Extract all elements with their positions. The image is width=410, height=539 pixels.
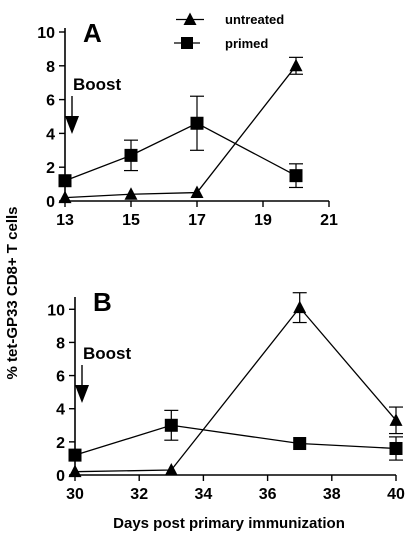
boost-arrow-head	[65, 116, 79, 134]
data-point-untreated	[289, 58, 303, 72]
y-tick-label: 2	[46, 160, 55, 177]
y-tick-label: 6	[46, 93, 55, 110]
x-tick-label: 34	[195, 486, 213, 503]
series-line-untreated	[64, 65, 297, 199]
data-point-primed	[289, 169, 303, 183]
legend: untreated primed	[174, 12, 284, 51]
data-point-untreated	[293, 300, 307, 314]
x-tick-label: 21	[320, 212, 338, 229]
boost-annotation: Boost	[73, 75, 122, 94]
y-tick-label: 8	[56, 335, 65, 352]
data-point-untreated	[190, 185, 204, 199]
y-tick-label: 4	[56, 402, 65, 419]
panel-b: 0 2 4 6 8 10 30 32 34 36 38 40 B Boost	[47, 287, 405, 503]
x-tick-label: 36	[259, 486, 277, 503]
panel-label: B	[93, 287, 112, 317]
series-line-primed	[64, 122, 297, 182]
y-tick-label: 10	[37, 25, 55, 42]
data-point-untreated	[389, 413, 403, 426]
x-tick-label: 30	[66, 486, 84, 503]
y-axis-title: % tet-GP33 CD8+ T cells	[4, 207, 21, 380]
data-point-primed	[164, 418, 178, 432]
data-point-untreated	[68, 464, 82, 478]
x-tick-label: 32	[130, 486, 148, 503]
data-point-primed	[68, 448, 82, 462]
y-tick-label: 2	[56, 435, 65, 452]
y-tick-label: 6	[56, 369, 65, 386]
x-tick-label: 19	[254, 212, 272, 229]
data-point-untreated	[164, 463, 178, 476]
panel-label: A	[83, 18, 102, 48]
y-tick-label: 0	[46, 194, 55, 211]
legend-label-untreated: untreated	[225, 12, 284, 27]
x-tick-label: 40	[387, 486, 405, 503]
series-line-primed	[74, 424, 397, 456]
x-axis-title: Days post primary immunization	[113, 515, 345, 532]
data-point-primed	[190, 116, 204, 130]
x-tick-label: 13	[56, 212, 74, 229]
data-point-untreated	[58, 190, 72, 204]
boost-arrow-head	[75, 385, 89, 403]
legend-marker-untreated	[183, 12, 197, 25]
panel-a: 0 2 4 6 8 10 13 15 17 19 21 A Boost	[37, 18, 338, 229]
data-point-primed	[293, 437, 307, 451]
x-tick-label: 38	[323, 486, 341, 503]
y-tick-label: 0	[56, 468, 65, 485]
y-tick-label: 4	[46, 126, 55, 143]
y-tick-label: 8	[46, 59, 55, 76]
boost-annotation: Boost	[83, 344, 132, 363]
data-point-primed	[389, 441, 403, 455]
data-point-primed	[58, 174, 72, 188]
x-tick-label: 17	[188, 212, 206, 229]
series-line-untreated	[74, 306, 397, 473]
legend-label-primed: primed	[225, 36, 268, 51]
data-point-untreated	[124, 187, 138, 200]
x-tick-label: 15	[122, 212, 140, 229]
data-point-primed	[124, 148, 138, 162]
y-tick-label: 10	[47, 302, 65, 319]
